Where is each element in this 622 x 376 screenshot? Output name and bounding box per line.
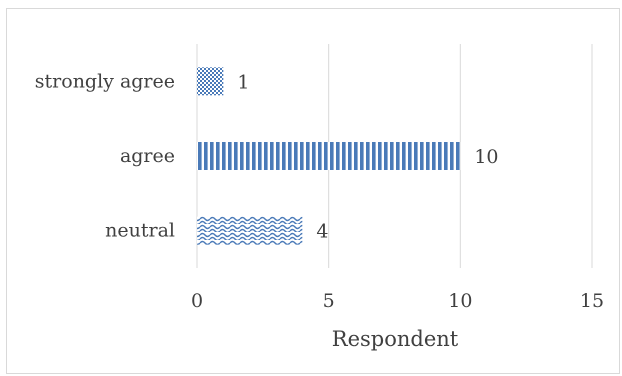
category-label-strongly-agree: strongly agree: [35, 70, 175, 92]
data-label-neutral: 4: [316, 221, 328, 243]
x-tick-label-0: 0: [191, 290, 203, 312]
bar-strongly-agree: [197, 67, 224, 96]
bars: [197, 67, 461, 245]
bar-agree: [197, 142, 461, 170]
labels: 0 5 10 15 neutral 4 agree 10 strongly agree 1: [35, 70, 604, 312]
bar-neutral: [197, 216, 303, 245]
x-tick-label-5: 5: [323, 290, 335, 312]
x-tick-label-15: 15: [580, 290, 604, 312]
x-tick-label-10: 10: [448, 290, 472, 312]
chart-frame: [6, 8, 620, 374]
category-label-neutral: neutral: [105, 220, 175, 242]
data-label-agree: 10: [474, 146, 498, 168]
x-axis-title: Respondent: [332, 327, 459, 351]
category-label-agree: agree: [120, 145, 175, 167]
data-label-strongly-agree: 1: [237, 71, 249, 93]
